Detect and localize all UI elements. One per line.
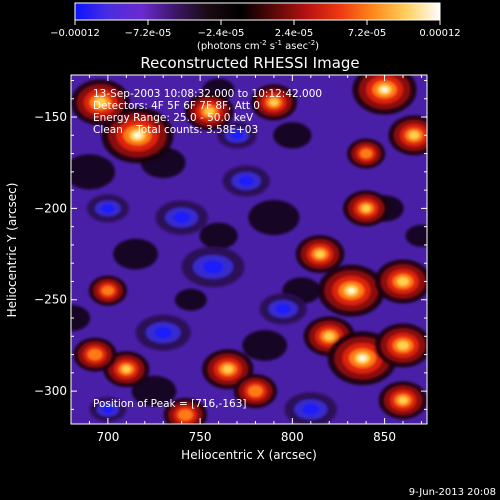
x-tick-label: 750: [189, 430, 212, 444]
hot-spot: [101, 107, 174, 164]
colorbar-tick-label: 0.00012: [419, 28, 460, 39]
y-tick-label: −250: [34, 293, 67, 307]
hot-spot: [378, 381, 427, 420]
annotation-time-range: 13-Sep-2003 10:08:32.000 to 10:12:42.000: [93, 88, 322, 100]
cold-spot: [181, 246, 245, 288]
peak-position-label: Position of Peak = [716,-163]: [93, 398, 247, 410]
dark-ring: [273, 122, 312, 149]
dark-ring: [242, 330, 288, 361]
heatmap-field: [71, 75, 427, 424]
plot-frame: [70, 74, 428, 425]
colorbar-tick-label: −0.00012: [50, 28, 100, 39]
hot-spot: [347, 138, 386, 169]
hot-spot: [185, 92, 234, 131]
hot-spot: [374, 259, 427, 304]
hot-spot: [73, 337, 117, 372]
cold-spot: [155, 200, 208, 235]
dark-ring: [113, 238, 158, 270]
x-axis-label: Heliocentric X (arcsec): [181, 448, 317, 462]
dark-ring: [71, 304, 91, 332]
dark-ring: [71, 154, 116, 190]
hot-spot: [388, 115, 427, 156]
hot-spot: [250, 84, 297, 121]
x-tick-label: 800: [281, 430, 304, 444]
plot-area: 700 750 800 850 −150 −200 −250 −300: [34, 74, 428, 444]
hot-spot: [71, 79, 131, 126]
cold-spot: [284, 392, 337, 424]
dark-ring: [174, 288, 207, 311]
annotation-energy-range: Energy Range: 25.0 - 50.0 keV: [93, 112, 254, 124]
annotation-detectors: Detectors: 4F 5F 6F 7F 8F, Att 0: [93, 100, 260, 112]
colorbar-gradient: [74, 2, 441, 21]
y-tick-label: −150: [34, 110, 67, 124]
cold-spot: [222, 165, 270, 197]
annotation-block: 13-Sep-2003 10:08:32.000 to 10:12:42.000…: [93, 88, 322, 136]
colorbar-tick-label: 7.2e-05: [348, 28, 386, 39]
y-tick-label: −300: [34, 384, 67, 398]
colorbar-tick-label: 2.4e-05: [275, 28, 313, 39]
dark-ring: [199, 222, 238, 249]
hot-spot: [202, 349, 254, 390]
y-axis-label: Heliocentric Y (arcsec): [5, 183, 19, 318]
cold-spot: [135, 314, 191, 351]
colorbar-units: (photons cm-2 s-1 asec-2): [197, 39, 319, 52]
hot-spot: [88, 275, 127, 306]
cold-spot: [89, 396, 127, 422]
hot-spot: [233, 374, 278, 409]
dark-ring: [405, 224, 427, 247]
hot-spot: [317, 264, 385, 317]
cold-spot: [86, 194, 129, 223]
hot-spot: [295, 235, 345, 274]
dark-ring: [131, 375, 177, 407]
y-tick-label: −200: [34, 201, 67, 215]
cold-spot: [259, 293, 307, 325]
hot-spot: [343, 190, 390, 227]
colorbar-ticks: −0.00012 −7.2e-05 −2.4e-05 2.4e-05 7.2e-05 0.…: [50, 20, 461, 39]
hot-spot: [352, 75, 417, 115]
hot-spot: [374, 323, 427, 368]
colorbar: −0.00012 −7.2e-05 −2.4e-05 2.4e-05 7.2e-05 0.…: [50, 2, 461, 52]
axis-ticks: 700 750 800 850 −150 −200 −250 −300: [34, 75, 427, 444]
annotation-clean-counts: Clean Total counts: 3.58E+03: [93, 124, 258, 136]
hot-spot: [163, 397, 208, 424]
footer-timestamp: 9-Jun-2013 20:08: [409, 487, 496, 498]
x-tick-label: 700: [96, 430, 119, 444]
colorbar-tick-label: −7.2e-05: [125, 28, 172, 39]
cold-spot: [217, 122, 257, 149]
chart-title: Reconstructed RHESSI Image: [140, 54, 359, 72]
colorbar-tick-label: −2.4e-05: [198, 28, 245, 39]
x-tick-label: 850: [373, 430, 396, 444]
dark-ring: [248, 199, 300, 236]
